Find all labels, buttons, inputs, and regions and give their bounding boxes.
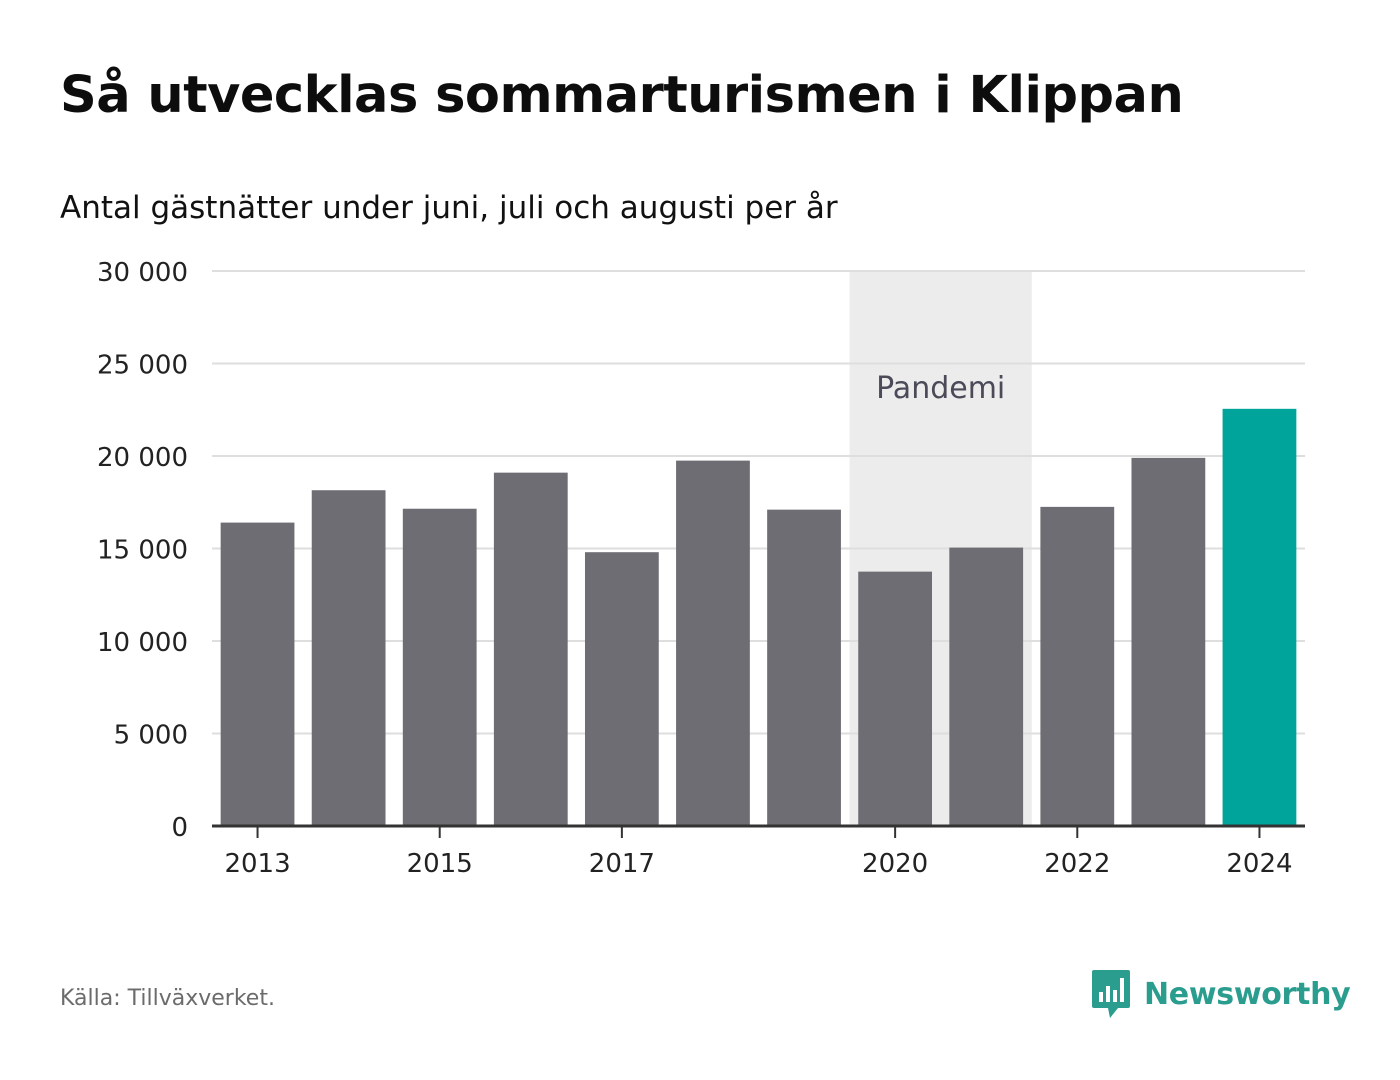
x-tick-label: 2022	[1044, 849, 1110, 879]
bar-2023	[1131, 457, 1206, 826]
bar-2014	[311, 490, 386, 826]
x-tick-label: 2013	[224, 849, 290, 879]
bar-2015	[402, 508, 477, 826]
y-tick-label: 15 000	[97, 536, 188, 566]
bar-2016	[493, 472, 568, 826]
bar-2019	[767, 509, 841, 826]
bar-2022	[1040, 506, 1115, 826]
pandemic-label: Pandemi	[876, 371, 1005, 406]
x-tick-label: 2015	[407, 849, 473, 879]
y-tick-label: 0	[171, 813, 188, 843]
bar-2018	[676, 460, 750, 826]
chart-title: Så utvecklas sommarturismen i Klippan	[60, 66, 1184, 125]
y-tick-label: 10 000	[97, 628, 188, 658]
bar-2013	[220, 522, 295, 826]
bar-2024	[1222, 408, 1297, 826]
y-tick-label: 20 000	[97, 443, 188, 473]
bar-2017	[584, 552, 659, 826]
newsworthy-logo-icon	[1092, 970, 1130, 1018]
x-tick-label: 2017	[589, 849, 655, 879]
brand-logo: Newsworthy	[1090, 968, 1351, 1020]
chart-subtitle: Antal gästnätter under juni, juli och au…	[60, 190, 838, 226]
x-tick-label: 2024	[1226, 849, 1292, 879]
bar-2020	[858, 571, 933, 826]
brand-name: Newsworthy	[1144, 976, 1351, 1012]
bar-2021	[949, 547, 1024, 826]
source-note: Källa: Tillväxverket.	[60, 986, 275, 1011]
y-tick-label: 30 000	[97, 258, 188, 288]
y-tick-label: 25 000	[97, 351, 188, 381]
x-tick-label: 2020	[862, 849, 928, 879]
y-tick-label: 5 000	[114, 721, 188, 751]
